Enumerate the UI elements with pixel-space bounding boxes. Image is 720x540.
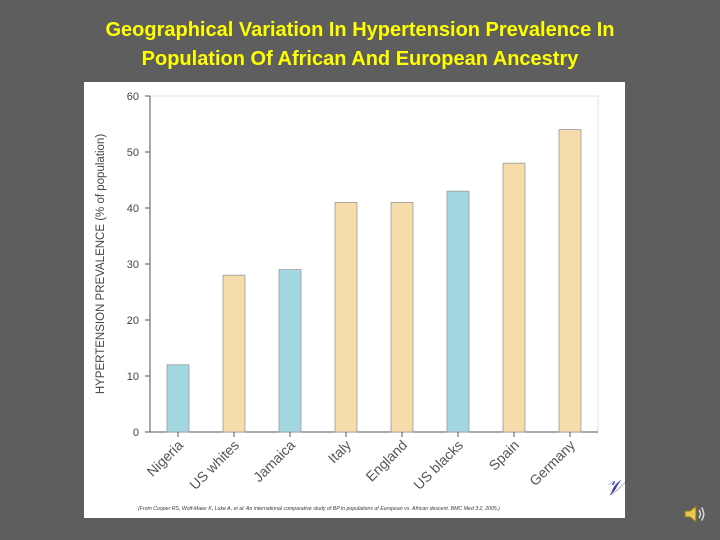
bar-england [390,202,414,433]
x-tick-label-0: Nigeria [143,437,186,480]
speaker-icon[interactable] [680,500,708,528]
y-axis-label: HYPERTENSION PREVALENCE (% of population… [95,134,107,395]
y-tick-label-5: 50 [127,147,139,159]
y-tick-label-3: 30 [127,259,139,271]
bar-jamaica [278,269,302,433]
slide-title-line-1: Geographical Variation In Hypertension P… [105,19,615,41]
bar-germany [558,129,582,433]
x-tick-label-1: US whites [186,437,242,493]
y-tick-label-4: 40 [127,203,139,215]
x-tick-label-3: Italy [325,437,354,466]
slide-title: Geographical Variation In Hypertension P… [0,16,720,74]
y-tick-label-6: 60 [127,91,139,103]
bar-italy [334,202,358,433]
bar-chart: 0 10 20 30 40 50 60 HYPERTENSION PREVALENCE (% … [95,91,599,493]
bar-us-blacks [446,190,470,433]
x-tick-label-6: Spain [485,437,522,474]
bar-spain [502,162,526,433]
bar-nigeria [166,364,190,433]
x-tick-label-7: Germany [526,437,578,489]
bar-us-whites [222,274,246,433]
y-tick-label-0: 0 [133,427,139,439]
y-tick-label-2: 20 [127,315,139,327]
x-tick-label-2: Jamaica [250,437,298,485]
chart-citation: (From Cooper RS, Wolf-Maier K, Luke A, e… [138,506,500,512]
x-tick-label-5: US blacks [410,437,466,493]
y-tick-label-1: 10 [127,371,139,383]
logo-mark-icon: 𝒱 [605,476,624,501]
x-tick-label-4: England [362,437,410,485]
plot-area [149,95,599,433]
chart-card: 0 10 20 30 40 50 60 HYPERTENSION PREVALENCE (% … [84,82,625,518]
slide-title-line-2: Population Of African And European Ances… [141,48,579,70]
